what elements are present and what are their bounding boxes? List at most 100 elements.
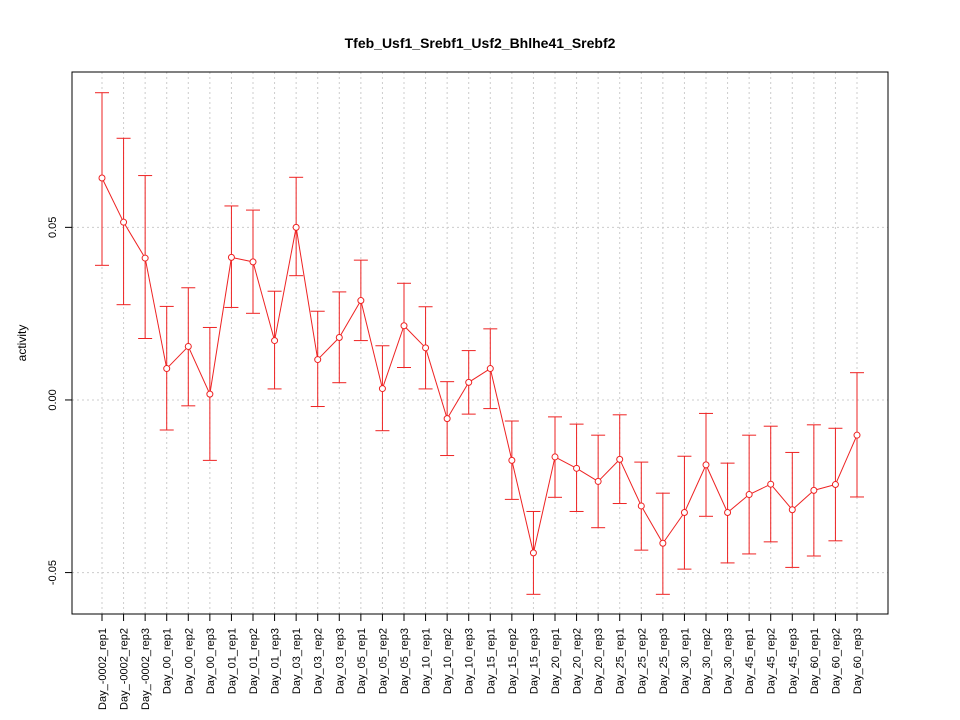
x-tick-label: Day_10_rep2 — [442, 628, 454, 694]
series-line-segment — [683, 464, 707, 513]
x-tick-label: Day_45_rep3 — [787, 628, 799, 694]
data-point — [702, 461, 710, 469]
x-tick-label: Day_30_rep3 — [723, 628, 735, 694]
data-point — [443, 415, 451, 423]
plot-border — [71, 71, 889, 615]
series-line-segment — [101, 177, 125, 223]
x-tick-label: Day_00_rep1 — [162, 628, 174, 694]
series-line-segment — [489, 368, 513, 461]
data-point — [422, 344, 430, 352]
x-tick-label: Day_-0002_rep2 — [119, 628, 131, 710]
x-tick-label: Day_25_rep2 — [636, 628, 648, 694]
x-tick-label: Day_45_rep2 — [766, 628, 778, 694]
data-point — [659, 539, 667, 547]
series-line-segment — [532, 456, 556, 554]
series-line-segment — [705, 464, 729, 513]
series-line-segment — [209, 257, 232, 395]
chart-title: Tfeb_Usf1_Srebf1_Usf2_Bhlhe41_Srebf2 — [345, 35, 616, 51]
series-line-segment — [619, 459, 642, 507]
series-line-group — [101, 177, 858, 554]
data-point — [249, 258, 257, 266]
data-point — [745, 491, 753, 499]
data-point — [378, 385, 386, 393]
data-point — [573, 464, 581, 472]
x-tick-label: Day_25_rep3 — [658, 628, 670, 694]
data-point — [767, 480, 775, 488]
y-tick-label: 0.05 — [47, 217, 59, 238]
x-tick-label: Day_20_rep3 — [593, 628, 605, 694]
x-tick-label: Day_15_rep3 — [528, 628, 540, 694]
data-point — [529, 549, 537, 557]
x-tick-label: Day_15_rep1 — [485, 628, 497, 694]
x-tick-label: Day_20_rep1 — [550, 628, 562, 694]
series-line-segment — [123, 221, 146, 259]
data-point — [357, 297, 365, 305]
x-tick-label: Day_01_rep1 — [226, 628, 238, 694]
series-line-segment — [144, 257, 168, 369]
x-tick-label: Day_45_rep1 — [744, 628, 756, 694]
x-tick-label: Day_05_rep3 — [399, 628, 411, 694]
data-point — [292, 223, 300, 231]
y-axis-label: activity — [15, 325, 29, 362]
data-point — [184, 342, 192, 350]
series-line-segment — [662, 512, 685, 544]
series-line-segment — [187, 346, 211, 395]
x-tick-label: Day_03_rep3 — [334, 628, 346, 694]
data-point — [141, 254, 149, 262]
x-tick-label: Day_60_rep3 — [852, 628, 864, 694]
series-line-segment — [834, 434, 858, 485]
x-tick-label: Day_60_rep1 — [809, 628, 821, 694]
x-tick-label: Day_05_rep2 — [377, 628, 389, 694]
data-point — [853, 431, 861, 439]
series-line-segment — [791, 490, 815, 511]
series-line-segment — [274, 227, 297, 341]
x-tick-label: Day_15_rep2 — [507, 628, 519, 694]
x-tick-label: Day_-0002_rep1 — [97, 628, 109, 710]
data-point — [486, 365, 494, 373]
data-point — [551, 453, 559, 461]
data-point — [335, 333, 343, 341]
y-tick-label: 0.00 — [47, 389, 59, 410]
x-tick-label: Day_00_rep2 — [183, 628, 195, 694]
series-line-segment — [554, 456, 577, 469]
data-point — [680, 509, 688, 517]
x-tick-label: Day_30_rep1 — [679, 628, 691, 694]
data-point — [637, 502, 645, 510]
x-tick-label: Day_00_rep3 — [205, 628, 217, 694]
x-tick-label: Day_10_rep3 — [464, 628, 476, 694]
data-point — [271, 337, 279, 345]
data-point — [724, 509, 732, 517]
x-tick-label: Day_05_rep1 — [356, 628, 368, 694]
x-tick-label: Day_01_rep2 — [248, 628, 260, 694]
series-line-segment — [727, 494, 750, 513]
data-point — [98, 174, 106, 182]
data-point — [314, 356, 322, 364]
series-line-segment — [360, 300, 383, 389]
data-point — [163, 365, 171, 373]
data-point — [831, 481, 839, 489]
y-tick-label: -0.05 — [47, 560, 59, 585]
data-point — [206, 390, 214, 398]
x-tick-label: Day_03_rep1 — [291, 628, 303, 694]
series-line-segment — [252, 261, 276, 341]
data-point — [508, 456, 516, 464]
x-tick-label: Day_03_rep2 — [313, 628, 325, 694]
data-point — [465, 378, 473, 386]
series-line-segment — [813, 484, 836, 491]
x-tick-label: Day_30_rep2 — [701, 628, 713, 694]
series-line-segment — [381, 325, 405, 389]
x-tick-label: Day_25_rep1 — [615, 628, 627, 694]
series-line-segment — [295, 227, 319, 360]
data-point — [810, 486, 818, 494]
data-point — [788, 506, 796, 514]
x-tick-label: Day_20_rep2 — [572, 628, 584, 694]
grid — [72, 72, 888, 614]
series-line-segment — [425, 347, 448, 419]
series-line-segment — [640, 505, 664, 544]
x-tick-label: Day_01_rep3 — [270, 628, 282, 694]
series-line-segment — [446, 382, 470, 419]
data-point — [400, 322, 408, 330]
series-line-segment — [317, 337, 340, 360]
series-line-segment — [597, 458, 621, 482]
